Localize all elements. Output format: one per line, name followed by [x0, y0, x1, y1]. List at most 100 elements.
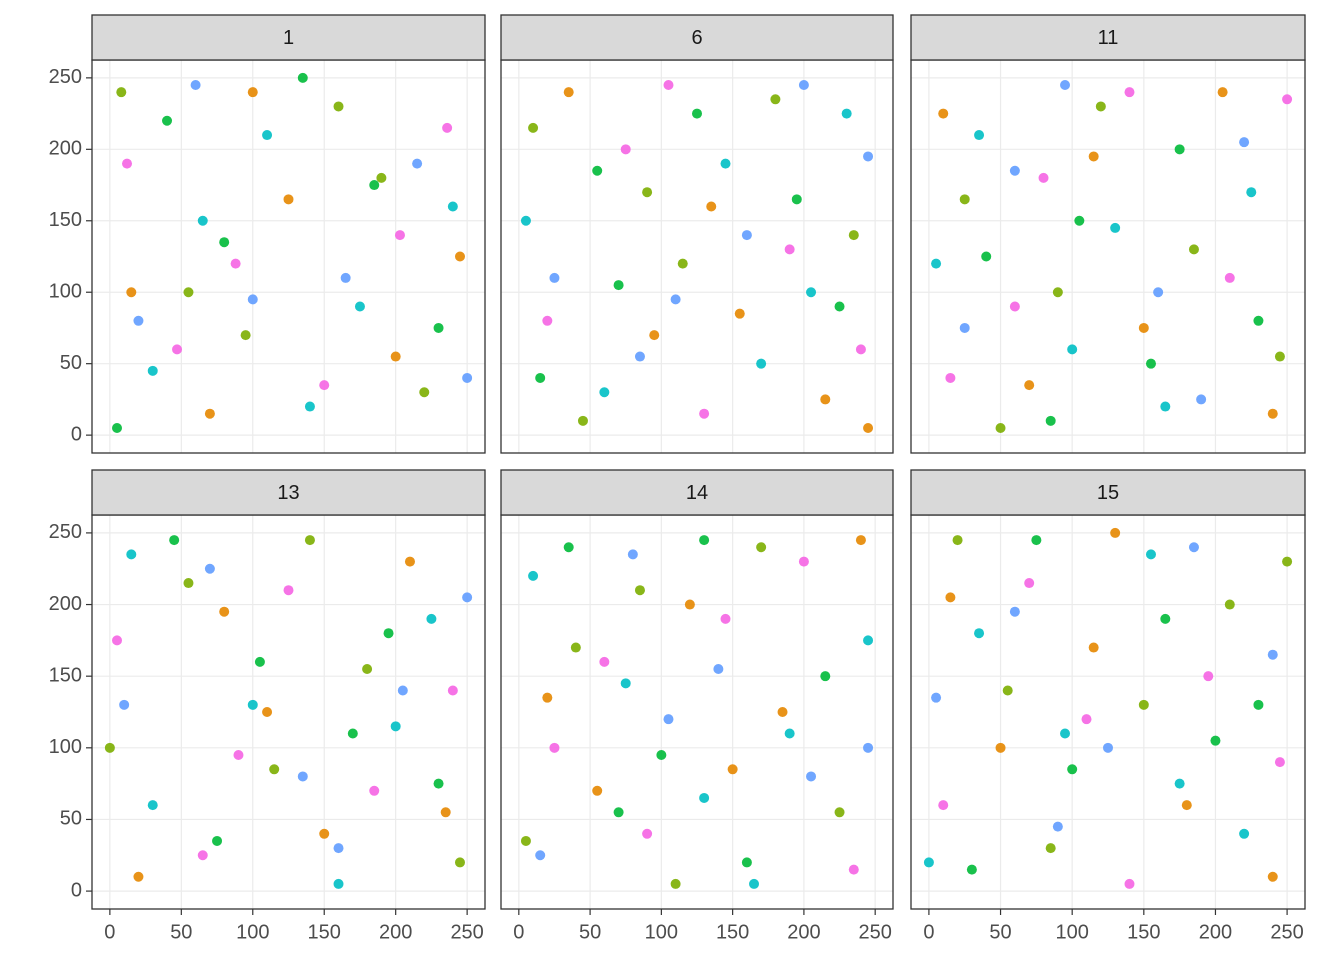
point [1160, 401, 1171, 412]
point [247, 87, 258, 98]
point [627, 549, 638, 560]
point [126, 287, 137, 298]
point [333, 843, 344, 854]
point [412, 158, 423, 169]
x-tick-label: 250 [1270, 921, 1303, 943]
point [798, 80, 809, 91]
strip [910, 469, 1306, 516]
y-tick-label: 250 [49, 66, 82, 88]
point [1103, 742, 1113, 753]
point [1067, 344, 1078, 355]
point [230, 258, 241, 269]
y-tick-label: 0 [71, 423, 82, 445]
point [304, 401, 315, 412]
point [390, 721, 401, 732]
x-tick-label: 150 [1127, 921, 1160, 943]
point [404, 556, 415, 567]
point [806, 771, 817, 782]
point [172, 344, 183, 355]
point [1009, 301, 1020, 312]
point [570, 642, 581, 653]
panel-background [501, 515, 893, 909]
point [974, 130, 985, 141]
point [369, 785, 380, 796]
point [233, 749, 244, 760]
point [1052, 287, 1063, 298]
point [820, 671, 831, 682]
point [706, 201, 717, 212]
panel: 0 50 100 150 200 250 15 [910, 469, 1306, 943]
point [1217, 87, 1228, 98]
point [938, 800, 949, 811]
point [749, 878, 760, 889]
point [262, 707, 273, 717]
point [1274, 757, 1285, 768]
strip-label: 6 [691, 27, 702, 49]
point [670, 878, 681, 889]
point [262, 130, 273, 141]
x-tick-label: 100 [645, 921, 678, 943]
point [333, 878, 344, 889]
point [720, 613, 731, 624]
point [319, 828, 330, 839]
point [995, 742, 1006, 753]
point [1174, 144, 1185, 155]
panel-background [911, 60, 1305, 453]
point [634, 585, 645, 596]
point [204, 408, 215, 419]
point [1124, 87, 1135, 98]
point [1239, 828, 1250, 839]
point [354, 301, 365, 312]
point [791, 194, 802, 205]
point [863, 422, 874, 433]
point [122, 158, 133, 169]
point [219, 606, 230, 617]
point [699, 408, 710, 419]
y-tick-label: 200 [49, 593, 82, 615]
point [440, 807, 451, 818]
point [394, 230, 405, 241]
point [1174, 778, 1185, 789]
point [1074, 215, 1085, 226]
point [283, 585, 294, 596]
point [1067, 764, 1078, 775]
x-tick-label: 50 [170, 921, 192, 943]
point [333, 101, 344, 112]
point [863, 151, 874, 162]
point [741, 857, 752, 868]
point [820, 394, 831, 405]
point [952, 535, 963, 546]
point [362, 664, 373, 675]
point [116, 87, 127, 98]
x-tick-label: 150 [716, 921, 749, 943]
point [1253, 699, 1264, 710]
point [240, 330, 251, 341]
point [620, 144, 631, 155]
strip [91, 14, 486, 61]
point [663, 714, 674, 725]
point [834, 301, 845, 312]
strip-label: 13 [277, 482, 299, 504]
point [1081, 714, 1092, 725]
point [1267, 649, 1278, 660]
point [1110, 527, 1121, 538]
point [1203, 671, 1214, 682]
point [863, 635, 874, 646]
point [520, 215, 531, 226]
point [1088, 642, 1099, 653]
point [376, 172, 387, 183]
panel-background [911, 515, 1305, 909]
point [462, 372, 473, 383]
point [1045, 415, 1056, 426]
point [959, 322, 970, 333]
point [1239, 137, 1250, 148]
x-tick-label: 0 [104, 921, 115, 943]
x-tick-label: 0 [513, 921, 524, 943]
x-tick-label: 0 [923, 921, 934, 943]
x-tick-label: 200 [379, 921, 412, 943]
point [1060, 80, 1071, 91]
point [1210, 735, 1221, 746]
point [528, 122, 539, 133]
point [945, 592, 956, 603]
